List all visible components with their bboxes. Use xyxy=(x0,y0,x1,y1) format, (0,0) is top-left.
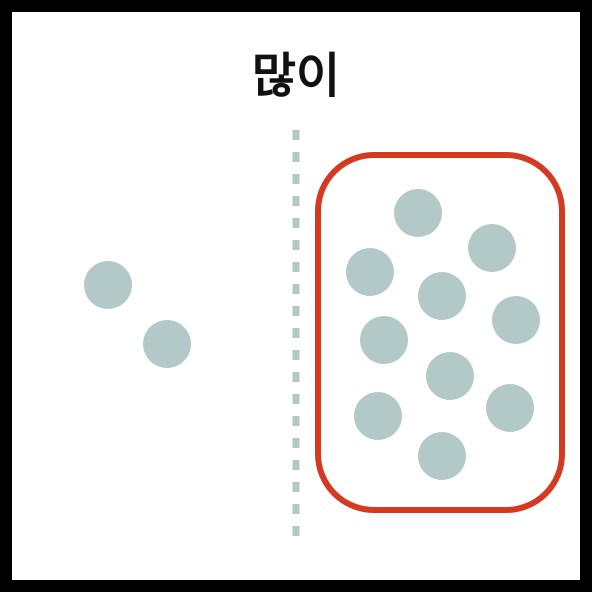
dot xyxy=(346,248,394,296)
many-group xyxy=(315,152,565,513)
dot xyxy=(143,320,191,368)
dot xyxy=(84,261,132,309)
dot xyxy=(492,296,540,344)
title: 많이 xyxy=(251,48,341,104)
dot xyxy=(418,272,466,320)
highlight-box xyxy=(315,152,565,513)
few-group xyxy=(84,261,191,368)
dot xyxy=(360,316,408,364)
dot xyxy=(394,189,442,237)
dot xyxy=(418,432,466,480)
dot xyxy=(468,224,516,272)
dot xyxy=(426,352,474,400)
dot xyxy=(486,384,534,432)
dot xyxy=(354,392,402,440)
